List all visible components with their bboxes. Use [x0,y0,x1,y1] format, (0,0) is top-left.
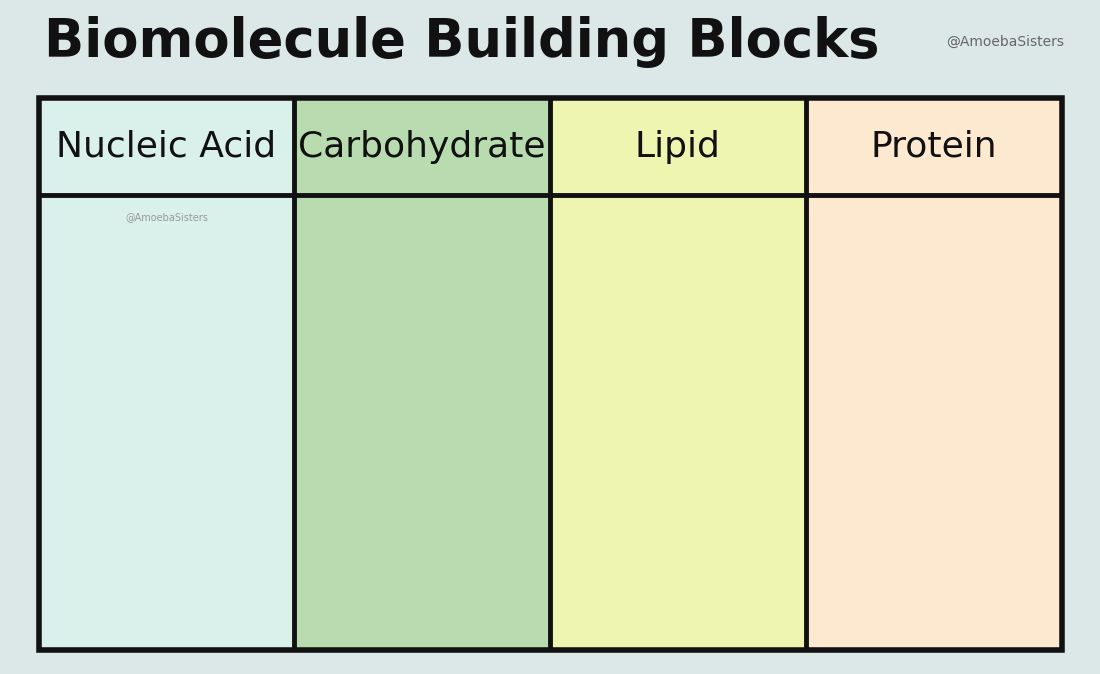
Bar [39,195,294,650]
Text: Lipid: Lipid [635,129,720,164]
Text: @AmoebaSisters: @AmoebaSisters [946,35,1064,49]
Text: Protein: Protein [870,129,997,164]
Bar [805,98,1062,195]
Text: Carbohydrate: Carbohydrate [298,129,546,164]
Bar [294,98,550,195]
Text: Biomolecule Building Blocks: Biomolecule Building Blocks [44,16,880,68]
Bar [550,98,805,195]
Bar [294,195,550,650]
Bar [39,98,1062,650]
Text: @AmoebaSisters: @AmoebaSisters [125,212,208,222]
Bar [550,195,805,650]
Text: Nucleic Acid: Nucleic Acid [56,129,276,164]
Bar [805,195,1062,650]
Bar [39,98,294,195]
